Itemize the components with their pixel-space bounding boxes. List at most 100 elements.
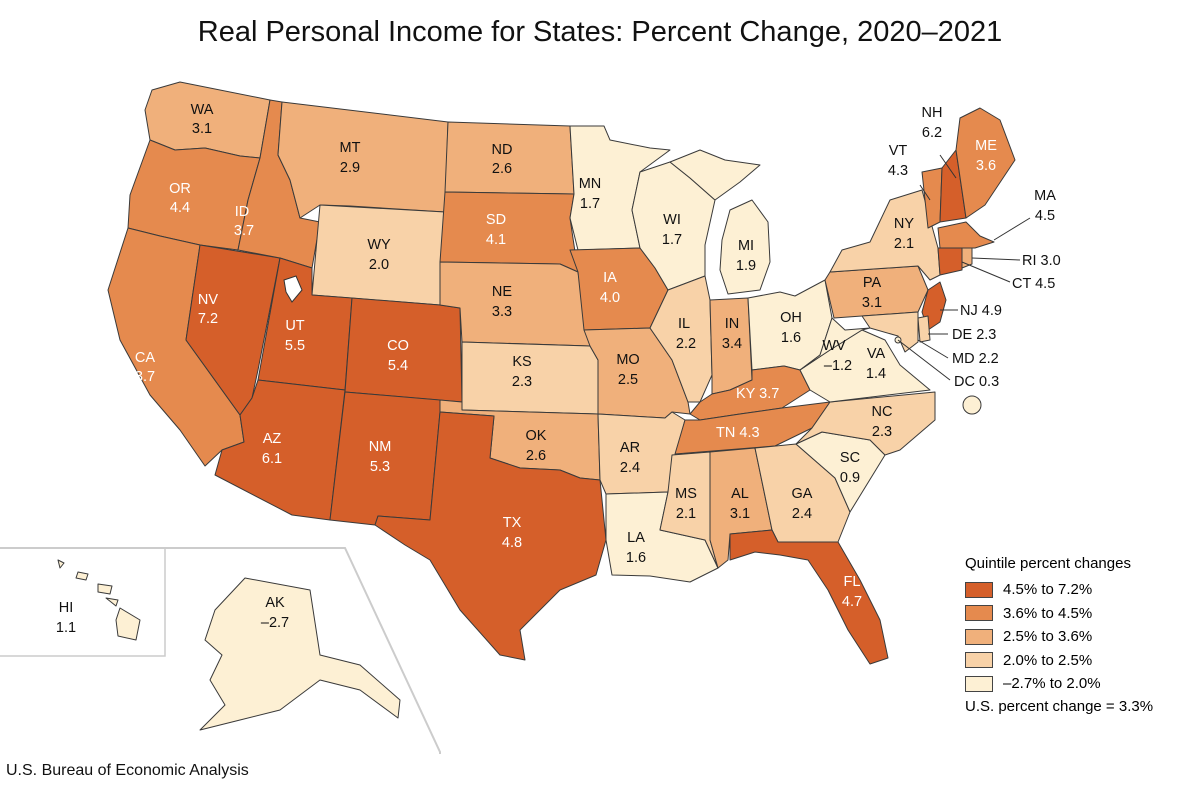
label-DC-abbr: DC	[954, 374, 975, 390]
label-NC-value: 2.3	[872, 424, 892, 440]
label-OH-value: 1.6	[781, 330, 801, 346]
label-ND-value: 2.6	[492, 161, 512, 177]
label-HI-abbr: HI	[59, 600, 74, 616]
state-AK	[199, 577, 401, 731]
legend-swatch	[965, 605, 993, 622]
label-NV-abbr: NV	[198, 292, 218, 308]
label-MD-label: MD 2.2	[952, 351, 999, 367]
label-HI-value: 1.1	[56, 620, 76, 636]
label-AZ-value: 6.1	[262, 451, 282, 467]
label-MS-value: 2.1	[676, 506, 696, 522]
label-NJ-label: NJ 4.9	[960, 303, 1002, 319]
label-TN-abbr: TN	[716, 425, 735, 441]
legend-label: 2.0% to 2.5%	[1003, 651, 1093, 669]
label-AL-value: 3.1	[730, 506, 750, 522]
label-AR-abbr: AR	[620, 440, 640, 456]
label-UT-abbr: UT	[285, 318, 304, 334]
label-MT-value: 2.9	[340, 160, 360, 176]
label-MS-abbr: MS	[675, 486, 697, 502]
label-KS-abbr: KS	[512, 354, 531, 370]
label-IN-value: 3.4	[722, 336, 742, 352]
label-DC-label: DC 0.3	[954, 374, 999, 390]
label-PA-abbr: PA	[863, 275, 882, 291]
label-DE-abbr: DE	[952, 327, 972, 343]
label-WI-value: 1.7	[662, 232, 682, 248]
state-WI	[631, 161, 716, 291]
label-VT-abbr: VT	[889, 143, 908, 159]
label-WA-value: 3.1	[192, 121, 212, 137]
label-CA-value: 3.7	[135, 369, 155, 385]
label-MA-value: 4.5	[1035, 208, 1055, 224]
label-NY-abbr: NY	[894, 216, 914, 232]
label-OK-value: 2.6	[526, 448, 546, 464]
label-ND-abbr: ND	[492, 142, 513, 158]
state-HI	[57, 559, 141, 641]
legend-item: 4.5% to 7.2%	[965, 578, 1200, 602]
legend-title: Quintile percent changes	[965, 555, 1131, 572]
label-WY-abbr: WY	[367, 237, 391, 253]
label-CT-value: 4.5	[1035, 276, 1055, 292]
label-WV-abbr: WV	[822, 338, 846, 354]
label-IA-value: 4.0	[600, 290, 620, 306]
label-IL-abbr: IL	[678, 316, 690, 332]
great-salt-lake	[283, 275, 303, 303]
label-CT-abbr: CT	[1012, 276, 1031, 292]
label-RI-label: RI 3.0	[1022, 253, 1061, 269]
state-TX	[374, 411, 607, 661]
label-OR-value: 4.4	[170, 200, 190, 216]
state-WV	[799, 317, 871, 371]
label-MN-value: 1.7	[580, 196, 600, 212]
label-MA-abbr: MA	[1034, 188, 1056, 204]
label-NH-abbr: NH	[922, 105, 943, 121]
source-credit: U.S. Bureau of Economic Analysis	[6, 762, 249, 779]
label-NM-value: 5.3	[370, 459, 390, 475]
label-CO-value: 5.4	[388, 358, 408, 374]
legend-swatch	[965, 581, 993, 598]
label-MD-value: 2.2	[979, 351, 999, 367]
label-GA-value: 2.4	[792, 506, 812, 522]
hawaii-frame	[0, 548, 166, 657]
label-AR-value: 2.4	[620, 460, 640, 476]
label-WY-value: 2.0	[369, 257, 389, 273]
legend-label: 4.5% to 7.2%	[1003, 581, 1093, 599]
legend-swatch	[965, 628, 993, 645]
label-DE-value: 2.3	[976, 327, 996, 343]
label-VA-value: 1.4	[866, 366, 886, 382]
label-MN-abbr: MN	[579, 176, 602, 192]
label-NY-value: 2.1	[894, 236, 914, 252]
label-NJ-value: 4.9	[982, 303, 1002, 319]
label-FL-value: 4.7	[842, 594, 862, 610]
label-AK-abbr: AK	[265, 595, 285, 611]
label-AZ-abbr: AZ	[263, 431, 282, 447]
label-NC-abbr: NC	[872, 404, 893, 420]
label-CT-label: CT 4.5	[1012, 276, 1055, 292]
label-TX-value: 4.8	[502, 535, 522, 551]
label-RI-abbr: RI	[1022, 253, 1037, 269]
state-NC	[795, 391, 936, 456]
state-MD	[861, 311, 919, 353]
label-NE-abbr: NE	[492, 284, 512, 300]
label-LA-abbr: LA	[627, 530, 645, 546]
inset-frame	[0, 547, 441, 754]
label-GA-abbr: GA	[792, 486, 813, 502]
us-percent-change: U.S. percent change = 3.3%	[965, 697, 1154, 715]
label-VT-value: 4.3	[888, 163, 908, 179]
label-MI-value: 1.9	[736, 258, 756, 274]
label-SD-value: 4.1	[486, 232, 506, 248]
label-WI-abbr: WI	[663, 212, 681, 228]
label-WV-value: –1.2	[824, 358, 852, 374]
label-FL-abbr: FL	[844, 574, 861, 590]
legend-item: 2.0% to 2.5%	[965, 649, 1200, 673]
label-KY-abbr: KY	[736, 386, 756, 402]
label-DE-label: DE 2.3	[952, 327, 996, 343]
label-PA-value: 3.1	[862, 295, 882, 311]
label-NE-value: 3.3	[492, 304, 512, 320]
legend: Quintile percent changes 4.5% to 7.2% 3.…	[965, 555, 1200, 715]
label-MD-abbr: MD	[952, 351, 975, 367]
label-TN-label: TN 4.3	[716, 425, 760, 441]
label-KY-value: 3.7	[759, 386, 779, 402]
legend-swatch	[965, 675, 993, 692]
state-MI	[719, 199, 771, 295]
